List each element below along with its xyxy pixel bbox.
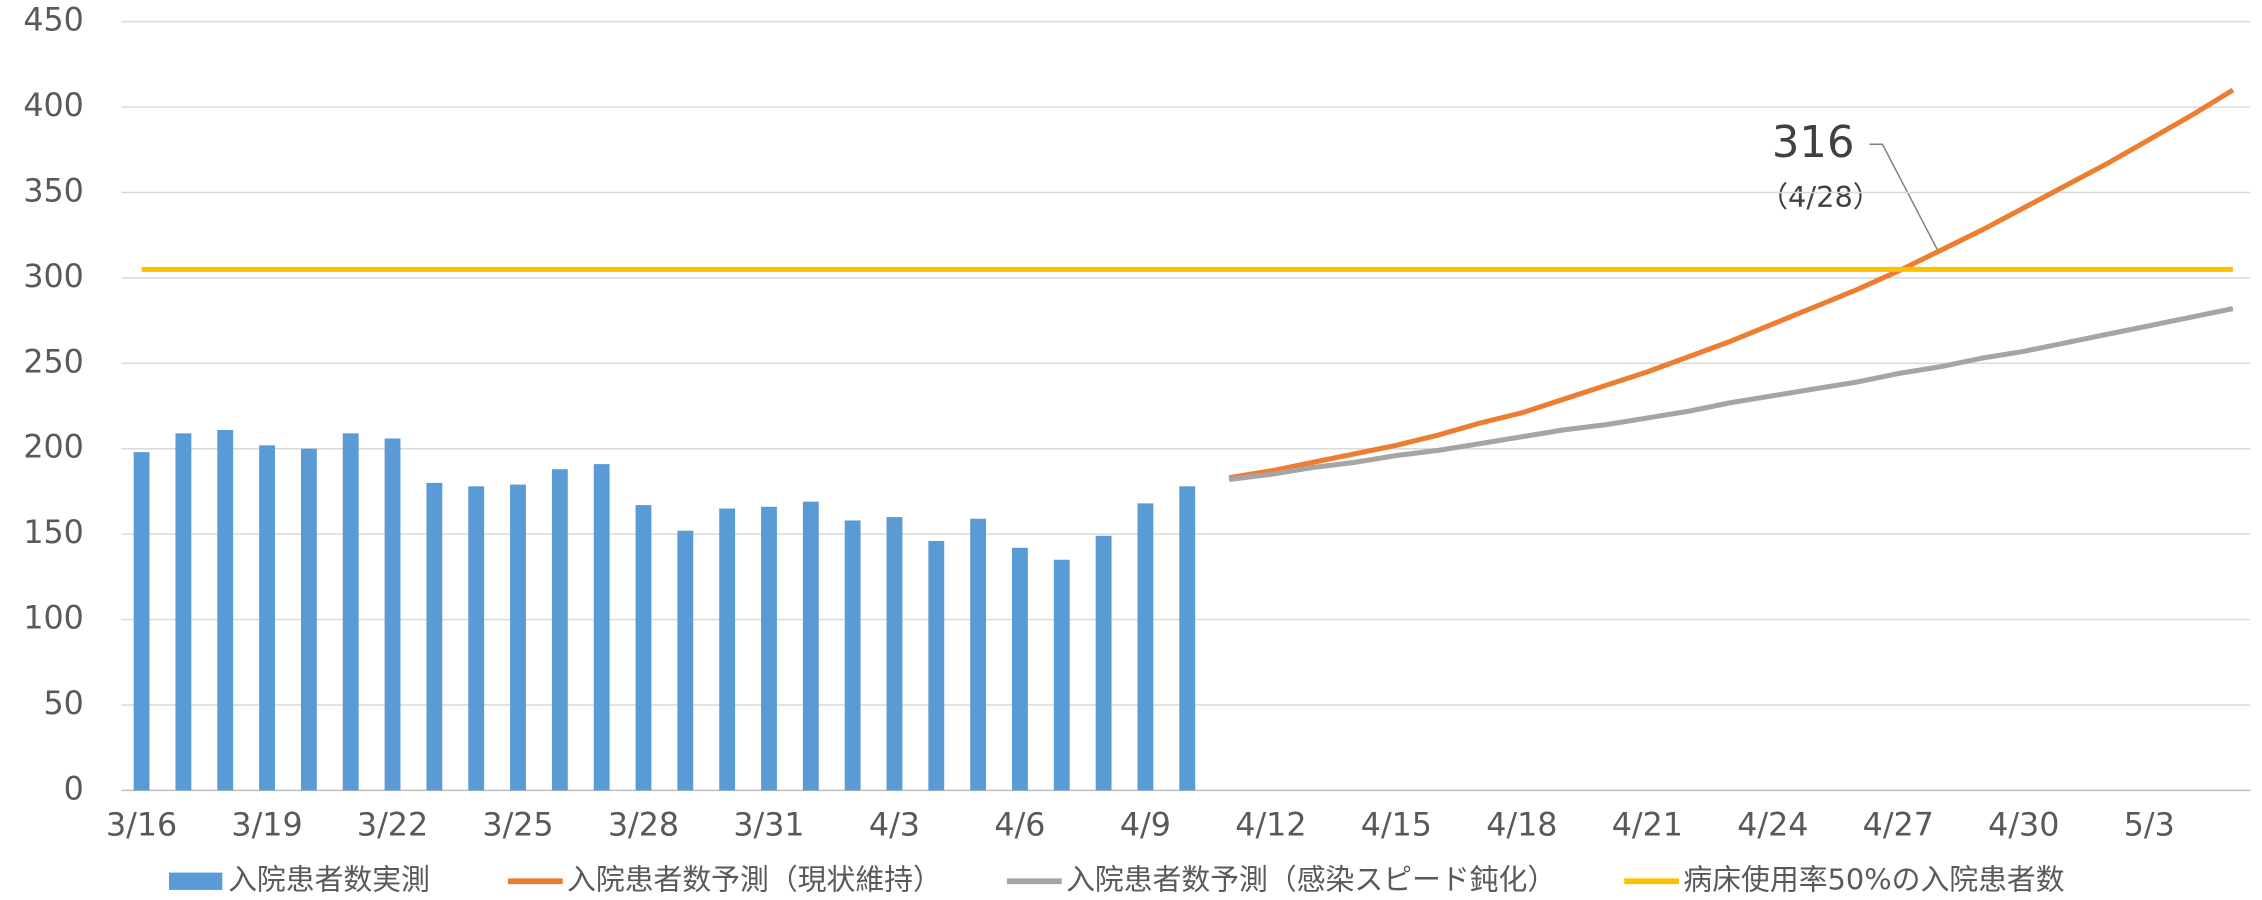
bar [300, 448, 317, 791]
y-tick-label: 100 [23, 601, 84, 637]
legend-label: 病床使用率50%の入院患者数 [1683, 862, 2064, 896]
bar [844, 520, 861, 791]
annotation-value: 316 [1772, 118, 1855, 168]
y-tick-label: 250 [23, 344, 84, 380]
bar [635, 505, 652, 791]
bar [886, 517, 903, 791]
y-tick-label: 150 [23, 515, 84, 551]
bar [761, 506, 777, 791]
bar [259, 445, 275, 791]
x-tick-label: 4/21 [1612, 807, 1683, 843]
legend-label: 入院患者数予測（現状維持） [567, 862, 942, 896]
x-tick-label: 3/25 [482, 807, 553, 843]
bar [342, 433, 359, 791]
bar [384, 438, 401, 791]
bar [217, 429, 234, 791]
legend-label: 入院患者数予測（感染スピード鈍化） [1066, 862, 1556, 896]
bar [802, 501, 819, 791]
x-tick-label: 4/9 [1120, 807, 1171, 843]
bar [1095, 535, 1112, 791]
bar [551, 469, 568, 791]
bar [510, 484, 526, 791]
x-tick-label: 4/12 [1235, 807, 1306, 843]
x-tick-label: 3/19 [231, 807, 302, 843]
series-line [1228, 306, 2234, 482]
x-tick-label: 4/27 [1863, 807, 1934, 843]
bar [426, 482, 443, 791]
bar [970, 518, 987, 791]
bar [468, 486, 485, 791]
bar [593, 464, 610, 791]
bar [133, 452, 150, 791]
legend-swatch [168, 872, 223, 890]
x-tick-label: 5/3 [2124, 807, 2175, 843]
x-tick-label: 4/15 [1361, 807, 1432, 843]
y-tick-label: 400 [23, 88, 84, 124]
y-tick-label: 300 [23, 259, 84, 295]
bar [1137, 503, 1154, 791]
bar [1053, 559, 1070, 791]
y-tick-label: 350 [23, 173, 84, 209]
bar [1012, 547, 1028, 791]
bar [928, 540, 945, 791]
legend-label: 入院患者数実測 [228, 862, 430, 896]
y-tick-label: 200 [23, 430, 84, 466]
annotation-leader [1869, 143, 1938, 250]
x-tick-label: 4/30 [1988, 807, 2059, 843]
x-tick-label: 4/18 [1486, 807, 1557, 843]
x-tick-label: 3/22 [357, 807, 428, 843]
bar [1179, 486, 1196, 791]
x-tick-label: 3/28 [608, 807, 679, 843]
bar [175, 433, 192, 791]
x-tick-label: 4/6 [994, 807, 1045, 843]
y-tick-label: 50 [44, 686, 84, 722]
x-tick-label: 3/31 [733, 807, 804, 843]
x-tick-label: 4/24 [1737, 807, 1808, 843]
series-line [1228, 87, 2235, 481]
bar [677, 530, 694, 791]
annotation-date: （4/28） [1759, 180, 1881, 214]
x-tick-label: 3/16 [106, 807, 177, 843]
y-tick-label: 0 [64, 771, 84, 807]
bar [719, 508, 736, 791]
x-tick-label: 4/3 [869, 807, 920, 843]
y-tick-label: 450 [23, 3, 84, 39]
